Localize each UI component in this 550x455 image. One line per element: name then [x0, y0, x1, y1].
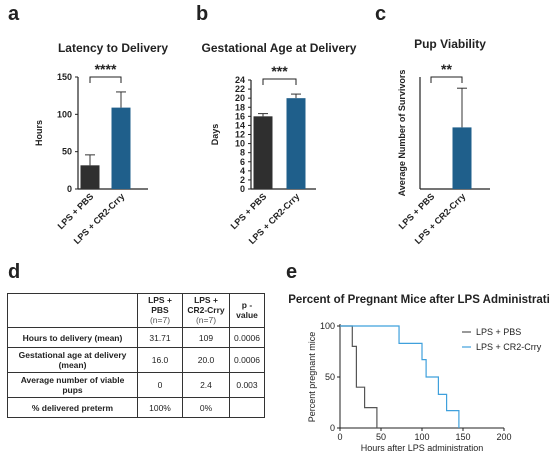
y-tick-label: 6	[240, 157, 245, 167]
table-cell: 109	[182, 327, 230, 349]
x-tick-label: 200	[496, 432, 511, 442]
series-line-lps-pbs	[340, 325, 378, 428]
legend-label: LPS + CR2-Crry	[476, 342, 542, 352]
table-cell	[229, 397, 265, 419]
y-tick-label: 24	[235, 75, 245, 85]
table-cell: 31.71	[137, 327, 183, 349]
table-cell: 0.003	[229, 372, 265, 399]
chart-title: Latency to Delivery	[58, 41, 168, 55]
y-tick-label: 10	[235, 139, 245, 149]
table-cell: 0%	[182, 397, 230, 419]
panel-label-a: a	[8, 3, 20, 25]
chart-title: Gestational Age at Delivery	[202, 41, 357, 55]
y-axis-label: Hours	[34, 120, 44, 146]
significance-bracket	[89, 76, 122, 83]
table-cell: Gestational age at delivery (mean)	[7, 347, 138, 374]
column-label-pbs: LPS + PBS	[148, 295, 172, 315]
column-n-pbs: (n=7)	[149, 314, 171, 325]
y-tick-label: 100	[57, 109, 72, 119]
table-row: Hours to delivery (mean) 31.71 109 0.000…	[7, 327, 265, 349]
significance-bracket	[262, 78, 297, 85]
table-row: Average number of viable pups 0 2.4 0.00…	[7, 372, 265, 399]
table-header-row: LPS + PBS (n=7) LPS + CR2-Crry (n=7) p -…	[7, 292, 265, 329]
column-label-cr2: LPS + CR2-Crry	[187, 295, 225, 315]
bar-pbs	[80, 165, 100, 189]
significance-bracket	[430, 76, 463, 83]
bar-cr2-crry	[286, 98, 306, 189]
panel-label-d: d	[8, 261, 21, 283]
legend-label: LPS + PBS	[476, 327, 521, 337]
y-tick-label: 18	[235, 102, 245, 112]
table-cell: 0	[137, 372, 183, 399]
table-cell: Average number of viable pups	[7, 372, 138, 399]
chart-title: Percent of Pregnant Mice after LPS Admin…	[288, 294, 550, 306]
table-header-cell: p - value	[229, 292, 265, 329]
y-axis-label: Days	[210, 124, 220, 146]
table-cell: 0.0006	[229, 327, 265, 349]
x-tick-label: 100	[414, 432, 429, 442]
x-tick-label: 150	[455, 432, 470, 442]
y-tick-label: 8	[240, 148, 245, 158]
table-row: % delivered preterm 100% 0%	[7, 397, 265, 419]
significance-label: **	[441, 61, 452, 77]
table-cell: 16.0	[137, 347, 183, 374]
y-tick-label: 2	[240, 175, 245, 185]
column-n-cr2: (n=7)	[195, 314, 217, 325]
bar-cr2-crry	[111, 107, 131, 189]
bar-pbs	[253, 116, 273, 189]
bar-cr2-crry	[452, 127, 472, 189]
x-tick-label: 0	[337, 432, 342, 442]
y-tick-label: 0	[240, 184, 245, 194]
y-axis-label: Percent pregnant mice	[307, 332, 317, 423]
y-axis-label: Average Number of Survivors	[397, 70, 407, 197]
panel-label-c: c	[375, 3, 387, 25]
y-tick-label: 50	[325, 372, 335, 382]
table-header-cell	[7, 292, 138, 329]
panel-label-b: b	[196, 3, 209, 25]
x-tick-label: 50	[376, 432, 386, 442]
significance-label: ****	[95, 61, 117, 77]
x-axis-label: Hours after LPS administration	[361, 443, 484, 453]
panel-label-e: e	[286, 261, 298, 283]
table-header-cell: LPS + CR2-Crry (n=7)	[182, 292, 230, 329]
chart-title: Pup Viability	[414, 37, 486, 51]
table-cell: % delivered preterm	[7, 397, 138, 419]
table-header-cell: LPS + PBS (n=7)	[137, 292, 183, 329]
y-tick-label: 150	[57, 72, 72, 82]
y-tick-label: 0	[67, 184, 72, 194]
table-cell: Hours to delivery (mean)	[7, 327, 138, 349]
y-tick-label: 22	[235, 84, 245, 94]
column-label-pvalue: p - value	[236, 299, 258, 320]
y-tick-label: 16	[235, 111, 245, 121]
y-tick-label: 20	[235, 93, 245, 103]
table-cell: 20.0	[182, 347, 230, 374]
y-tick-label: 50	[62, 147, 72, 157]
y-tick-label: 14	[235, 120, 245, 130]
y-tick-label: 100	[320, 321, 335, 331]
table-cell: 2.4	[182, 372, 230, 399]
table-cell: 100%	[137, 397, 183, 419]
y-tick-label: 4	[240, 166, 245, 176]
table-row: Gestational age at delivery (mean) 16.0 …	[7, 347, 265, 374]
y-tick-label: 0	[330, 423, 335, 433]
series-line-lps-cr2-crry	[340, 325, 460, 428]
significance-label: ***	[271, 63, 288, 79]
y-tick-label: 12	[235, 130, 245, 140]
table-cell: 0.0006	[229, 347, 265, 374]
summary-table: LPS + PBS (n=7) LPS + CR2-Crry (n=7) p -…	[7, 292, 265, 419]
